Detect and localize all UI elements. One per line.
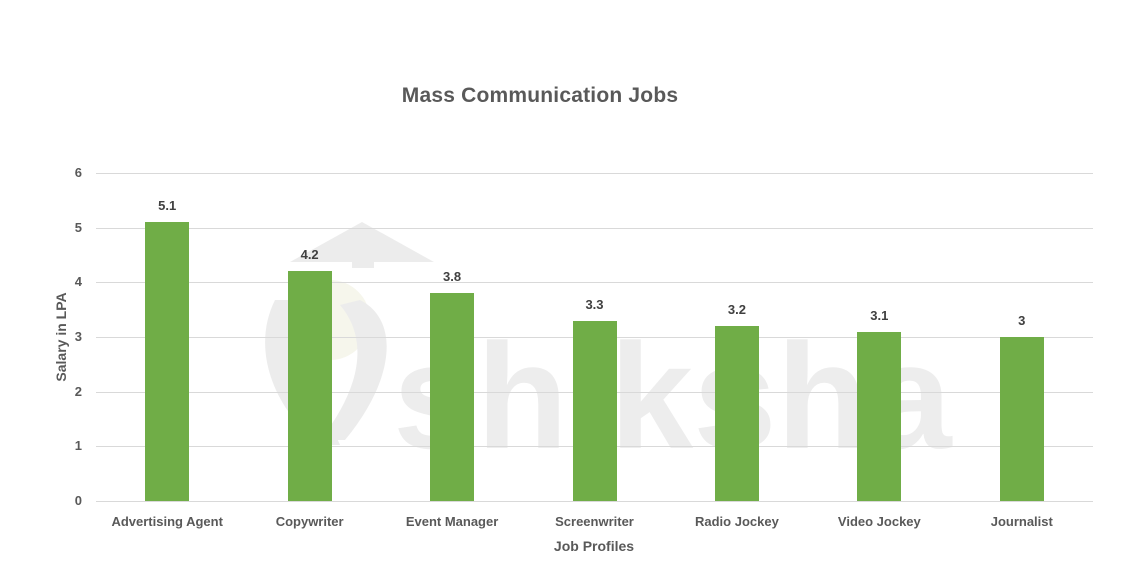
y-tick-label: 4	[74, 274, 82, 290]
y-tick-label: 5	[74, 219, 82, 235]
bar	[999, 337, 1044, 501]
data-label: 3.1	[870, 307, 889, 323]
x-tick-label: Screenwriter	[555, 514, 634, 529]
x-tick-label: Copywriter	[275, 514, 344, 529]
y-tick-label: 1	[74, 438, 82, 454]
y-tick-label: 0	[74, 493, 82, 508]
x-tick-label: Radio Jockey	[695, 514, 779, 529]
data-label: 4.2	[300, 247, 319, 263]
bar	[714, 326, 759, 501]
data-label: 3.8	[443, 269, 462, 285]
x-tick-label: Advertising Agent	[111, 514, 223, 529]
data-label: 5.1	[158, 198, 177, 214]
y-tick-label: 6	[74, 165, 82, 180]
gridline	[96, 227, 1093, 229]
bar	[287, 271, 332, 501]
gridline	[96, 501, 1093, 502]
data-label: 3	[1018, 313, 1026, 328]
data-label: 3.2	[727, 302, 746, 318]
y-tick-label: 2	[74, 383, 82, 399]
bar	[572, 320, 617, 501]
bar	[145, 222, 190, 501]
bar	[430, 293, 475, 501]
x-tick-label: Event Manager	[405, 514, 499, 529]
x-axis-label: Job Profiles	[553, 538, 635, 554]
plot-area: 0 1 2 3 4 5 6 5.1 4.2 3.8 3.3 3.2 3.1 3	[75, 165, 1093, 508]
bar	[857, 331, 902, 501]
x-tick-label: Video Jockey	[837, 514, 921, 529]
y-tick-label: 3	[74, 329, 82, 344]
chart-title: Mass Communication Jobs	[401, 84, 679, 107]
data-label: 3.3	[585, 296, 604, 312]
x-tick-label: Journalist	[990, 514, 1053, 529]
gridline	[96, 173, 1093, 174]
gridline	[96, 282, 1093, 284]
